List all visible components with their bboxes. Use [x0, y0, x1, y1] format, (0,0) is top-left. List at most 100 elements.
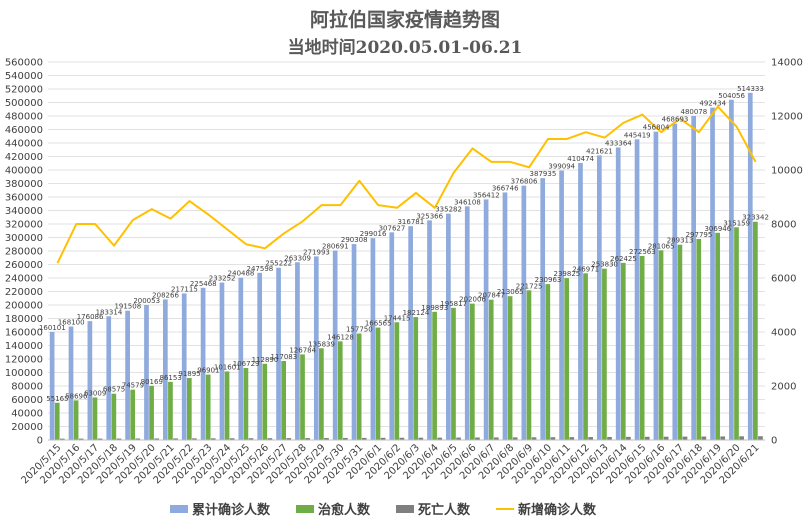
bar	[550, 437, 556, 440]
data-label: 316781	[397, 218, 424, 226]
bar	[267, 438, 273, 440]
data-label: 255222	[265, 260, 292, 268]
bar	[464, 206, 470, 440]
data-label: 146128	[327, 333, 354, 341]
bar	[332, 250, 338, 440]
bar	[658, 250, 664, 440]
bar	[300, 354, 305, 440]
data-label: 101601	[214, 363, 241, 371]
y-left-tick-label: 100000	[5, 368, 43, 379]
bar	[361, 437, 367, 440]
bar	[739, 436, 744, 440]
bar	[408, 226, 413, 440]
bar	[219, 282, 225, 440]
bar	[229, 438, 235, 440]
y-left-tick-label: 300000	[5, 233, 43, 244]
bar	[135, 438, 141, 440]
bar	[380, 437, 386, 440]
bar	[413, 317, 419, 440]
data-label: 221725	[516, 282, 543, 290]
y-left-tick-label: 440000	[5, 139, 43, 150]
bar	[319, 348, 324, 440]
y-left-tick-label: 420000	[5, 152, 43, 163]
bar	[596, 155, 602, 440]
bar	[192, 438, 197, 440]
bar	[432, 311, 437, 440]
bar	[154, 438, 160, 440]
series-line	[56, 105, 757, 264]
bar	[720, 436, 726, 440]
data-label: 183314	[96, 308, 123, 316]
data-label: 189893	[421, 304, 448, 312]
bar	[715, 232, 720, 440]
bar	[672, 123, 678, 440]
data-label: 195817	[440, 300, 467, 308]
y-right-tick-label: 12000	[771, 112, 803, 123]
bar	[168, 381, 173, 440]
y-left-tick-label: 120000	[5, 355, 43, 366]
bar	[149, 385, 154, 440]
bar	[370, 238, 376, 440]
data-label: 174415	[384, 314, 411, 322]
chart-title: 阿拉伯国家疫情趋势图	[310, 8, 500, 31]
y-right-tick-label: 6000	[771, 274, 796, 285]
bar	[337, 341, 343, 440]
y-left-tick-label: 320000	[5, 220, 43, 231]
data-label: 126784	[289, 346, 316, 354]
line-layer	[56, 105, 757, 264]
data-label: 297795	[686, 231, 713, 239]
bar	[451, 307, 456, 440]
bar	[644, 436, 650, 440]
bar	[696, 238, 702, 440]
data-label: 290308	[341, 236, 368, 244]
y-left-tick-label: 140000	[5, 341, 43, 352]
legend-label: 累计确诊人数	[192, 502, 271, 518]
data-label: 514333	[737, 85, 764, 93]
y-left-tick-label: 520000	[5, 85, 43, 96]
bar	[531, 437, 537, 440]
data-label: 421621	[586, 147, 613, 155]
data-label: 106729	[233, 360, 260, 368]
bar	[399, 437, 405, 440]
bar	[540, 178, 546, 441]
data-label: 233252	[209, 275, 236, 283]
y-left-tick-label: 220000	[5, 287, 43, 298]
data-label: 280691	[322, 243, 349, 251]
bar	[173, 438, 178, 440]
data-label: 166565	[365, 320, 392, 328]
data-label: 176086	[77, 313, 104, 321]
bar	[238, 277, 244, 440]
bar	[295, 262, 300, 440]
y-left-tick-label: 20000	[11, 422, 43, 433]
data-label: 112890	[252, 356, 279, 364]
data-label: 58696	[65, 392, 88, 400]
bar	[564, 278, 570, 440]
data-label: 240488	[228, 270, 255, 278]
bar	[181, 293, 187, 440]
data-label: 315159	[723, 219, 750, 227]
bar	[663, 436, 669, 440]
y-left-tick-label: 40000	[11, 409, 43, 420]
bar	[111, 393, 117, 440]
bar	[753, 221, 758, 440]
bar	[389, 232, 395, 440]
bar	[512, 437, 518, 440]
bar	[186, 377, 192, 440]
data-label: 91895	[178, 370, 200, 378]
data-label: 217115	[171, 285, 198, 293]
data-label: 230963	[535, 276, 562, 284]
legend-label: 新增确诊人数	[518, 502, 597, 518]
bar	[394, 322, 400, 440]
bar	[729, 99, 734, 440]
bar	[286, 438, 292, 440]
y-left-tick-label: 80000	[11, 382, 43, 393]
y-left-tick-label: 240000	[5, 274, 43, 285]
data-label: 208266	[152, 291, 179, 299]
data-label: 55165	[46, 395, 68, 403]
data-label: 410474	[567, 155, 594, 163]
y-left-tick-label: 500000	[5, 98, 43, 109]
bar	[615, 147, 621, 440]
y-right-tick-label: 4000	[771, 328, 796, 339]
